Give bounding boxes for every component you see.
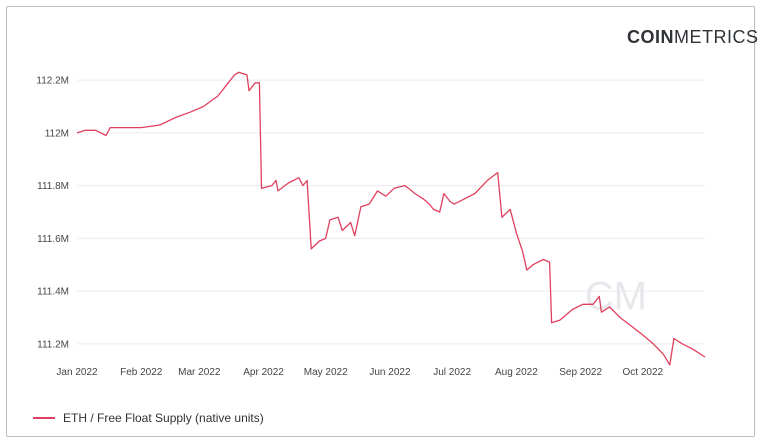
x-tick-label: May 2022 bbox=[304, 367, 348, 378]
x-tick-label: Mar 2022 bbox=[178, 367, 221, 378]
x-axis: Jan 2022 Feb 2022 Mar 2022 Apr 2022 May 2022… bbox=[56, 367, 663, 378]
legend-label: ETH / Free Float Supply (native units) bbox=[63, 411, 264, 425]
cm-watermark: CM bbox=[585, 275, 647, 319]
grid-layer bbox=[77, 79, 705, 345]
y-tick-label: 111.4M bbox=[37, 287, 69, 298]
legend-swatch bbox=[33, 417, 55, 419]
x-tick-label: Apr 2022 bbox=[243, 367, 284, 378]
x-tick-label: Sep 2022 bbox=[559, 367, 602, 378]
x-tick-label: Jun 2022 bbox=[369, 367, 411, 378]
y-tick-label: 111.8M bbox=[37, 181, 69, 192]
coinmetrics-logo: COINMETRICS bbox=[627, 27, 759, 48]
logo-bold-text: COIN bbox=[627, 27, 674, 47]
watermark-text: CM bbox=[585, 275, 647, 319]
y-tick-label: 112M bbox=[45, 128, 69, 139]
y-tick-label: 111.6M bbox=[37, 234, 69, 245]
chart-legend[interactable]: ETH / Free Float Supply (native units) bbox=[33, 411, 264, 425]
line-chart: CM 112.2M 112M 111.8M 111.6M 111.4M 111.2M Ja… bbox=[36, 71, 706, 378]
x-tick-label: Aug 2022 bbox=[495, 367, 538, 378]
series-layer bbox=[76, 71, 706, 366]
x-tick-label: Jul 2022 bbox=[433, 367, 471, 378]
x-tick-label: Oct 2022 bbox=[623, 367, 664, 378]
chart-card: COINMETRICS CM 112.2M 112M 111.8M 111.6M 111… bbox=[6, 6, 758, 437]
y-tick-label: 112.2M bbox=[36, 76, 69, 87]
x-tick-label: Jan 2022 bbox=[56, 367, 98, 378]
y-tick-label: 111.2M bbox=[37, 339, 69, 350]
series-line[interactable] bbox=[76, 71, 706, 366]
y-axis: 112.2M 112M 111.8M 111.6M 111.4M 111.2M bbox=[36, 76, 69, 351]
logo-regular-text: METRICS bbox=[674, 27, 759, 47]
x-tick-label: Feb 2022 bbox=[120, 367, 163, 378]
